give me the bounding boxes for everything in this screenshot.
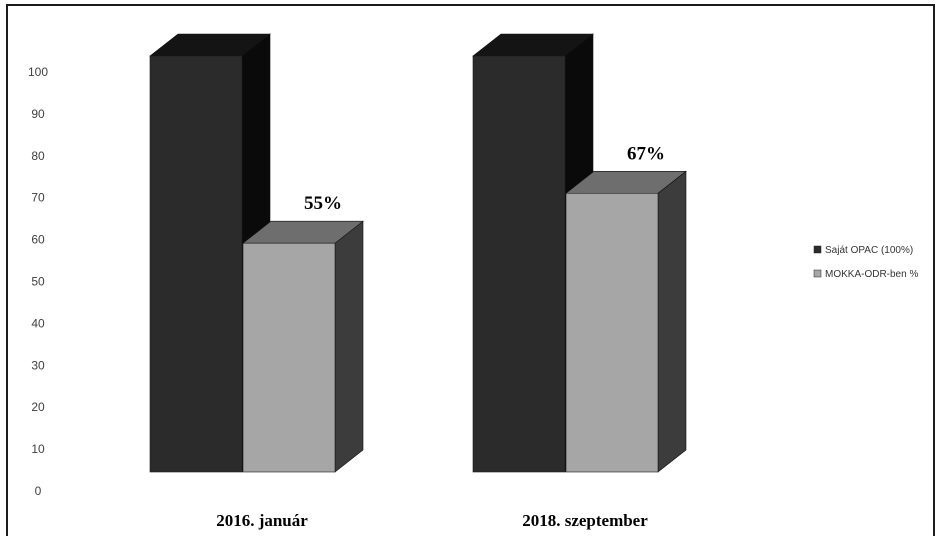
y-tick-label: 100 (28, 65, 48, 79)
bar-side-face (334, 220, 364, 473)
y-tick-label: 70 (31, 191, 45, 205)
bar-mokka-odr-1 (565, 170, 687, 473)
legend-swatch (813, 245, 822, 254)
bar-front-face (242, 242, 336, 473)
y-tick-label: 40 (31, 316, 45, 330)
y-tick-label: 30 (31, 358, 45, 372)
y-tick-label: 0 (35, 484, 42, 498)
legend-swatch (813, 269, 822, 278)
bar-front-face (149, 55, 243, 473)
y-tick-label: 20 (31, 400, 45, 414)
y-tick-label: 50 (31, 275, 45, 289)
data-label: 55% (304, 193, 342, 214)
category-labels: 2016. január 2018. szeptember (216, 511, 648, 530)
legend: Saját OPAC (100%) MOKKA-ODR-ben % (813, 245, 918, 280)
y-axis: 0 10 20 30 40 50 60 70 80 90 100 (28, 65, 48, 498)
y-tick-label: 90 (31, 107, 45, 121)
chart-frame (6, 4, 935, 536)
data-label: 67% (627, 143, 665, 164)
bar-mokka-odr-0 (242, 220, 364, 473)
y-tick-label: 80 (31, 149, 45, 163)
y-tick-label: 60 (31, 233, 45, 247)
bars (149, 33, 687, 473)
data-labels: 55% 67% (304, 143, 665, 214)
category-label: 2018. szeptember (522, 511, 648, 530)
legend-label: MOKKA-ODR-ben % (825, 269, 918, 280)
y-tick-label: 10 (31, 442, 45, 456)
category-label: 2016. január (216, 511, 308, 530)
bar-front-face (472, 55, 566, 473)
bar-side-face (657, 170, 687, 473)
bar-front-face (565, 192, 659, 473)
legend-label: Saját OPAC (100%) (825, 245, 913, 256)
